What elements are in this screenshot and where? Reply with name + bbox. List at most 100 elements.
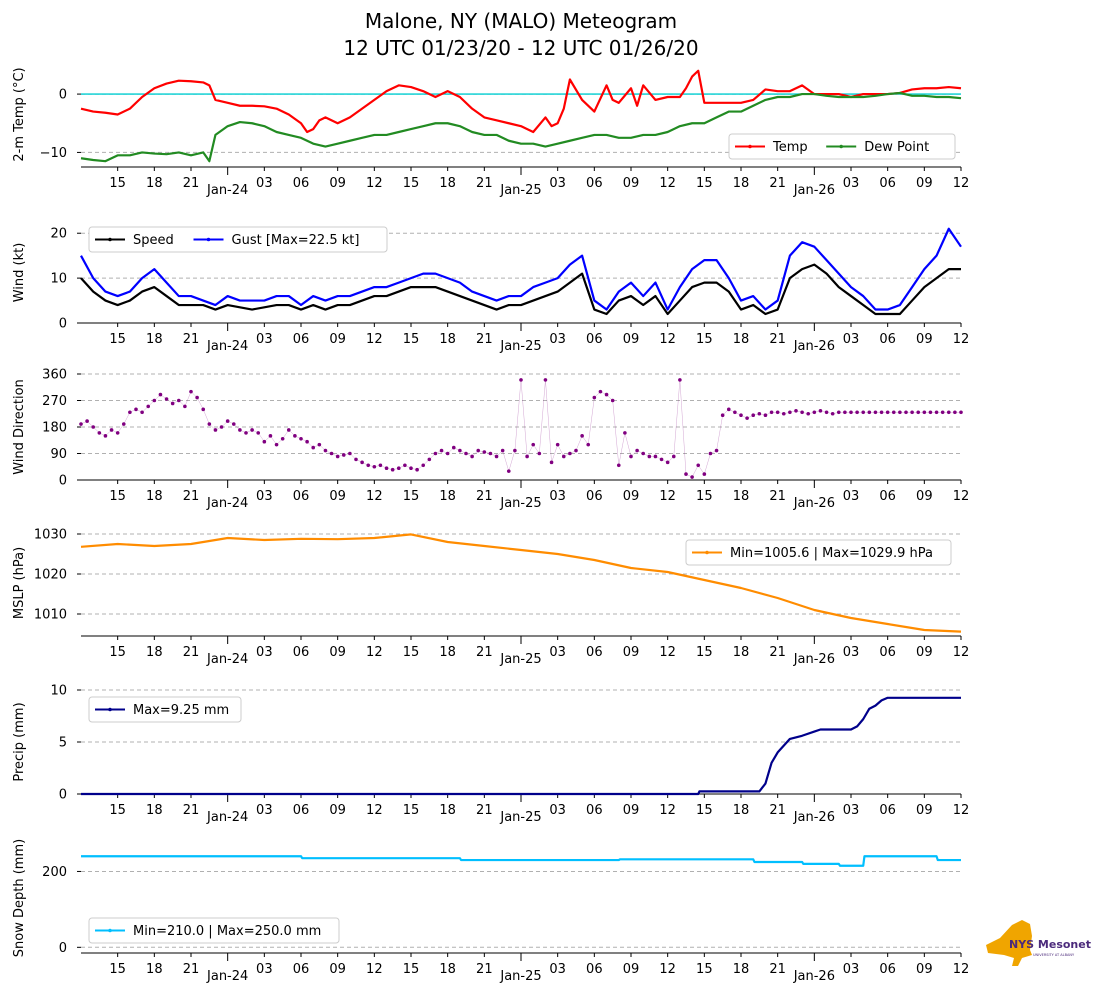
direction-point-127 [855, 410, 859, 415]
direction-x-tick-label-0: 15 [109, 489, 126, 504]
direction-point-41 [329, 451, 334, 456]
wind-x-tick-label-11: 06 [586, 332, 603, 347]
direction-point-34 [286, 428, 291, 432]
wind-day-label-1: Jan-25 [499, 339, 541, 354]
pressure-y-tick-label-0: 1010 [34, 608, 67, 623]
direction-point-47 [366, 463, 371, 468]
direction-point-99 [684, 472, 688, 476]
direction-point-17 [183, 404, 187, 409]
direction-point-53 [403, 463, 407, 468]
precip-x-tick-label-11: 06 [586, 803, 603, 818]
direction-point-87 [610, 398, 615, 403]
panel-pressure: 15 18 21 03 06 09 12 15 18 21 03 06 09 12 15 18 21 03 06 09… [12, 528, 969, 668]
direction-point-13 [158, 392, 163, 397]
precip-x-tick-label-20: 12 [953, 803, 970, 818]
pressure-x-tick-label-12: 09 [623, 645, 640, 660]
precip-y-axis-label: Precip (mm) [12, 702, 27, 781]
wind-x-tick-label-6: 12 [366, 332, 383, 347]
temp-x-tick-label-3: 03 [256, 176, 273, 191]
direction-point-15 [170, 401, 175, 406]
direction-point-10 [140, 410, 144, 415]
direction-point-25 [231, 422, 236, 426]
direction-day-label-2: Jan-26 [793, 496, 835, 511]
temp-x-tick-label-20: 12 [953, 176, 970, 191]
precip-x-tick-label-16: 21 [769, 803, 786, 818]
direction-point-91 [635, 448, 639, 453]
wind-legend: Speed Gust [Max=22.5 kt] [88, 226, 388, 253]
direction-point-78 [555, 442, 560, 447]
pressure-y-tick-label-2: 1030 [34, 528, 67, 543]
wind-x-tick-label-15: 18 [733, 332, 750, 347]
snow-x-tick-label-16: 21 [769, 962, 786, 977]
wind-x-tick-label-5: 09 [329, 332, 346, 347]
panel-snow: 15 18 21 03 06 09 12 15 18 21 03 06 09 12 15 18 21 03 06 09… [12, 839, 969, 984]
wind-y-tick-label-1: 10 [50, 272, 67, 287]
direction-point-37 [305, 439, 309, 444]
direction-point-19 [195, 395, 199, 400]
precip-x-tick-label-18: 06 [879, 803, 896, 818]
direction-point-106 [726, 407, 731, 412]
temp-x-tick-label-8: 18 [439, 176, 456, 191]
temp-x-tick-label-4: 06 [293, 176, 310, 191]
wind-x-tick-label-0: 15 [109, 332, 126, 347]
precip-x-tick-label-1: 18 [146, 803, 163, 818]
direction-point-98 [678, 378, 682, 382]
temp-x-tick-label-12: 09 [623, 176, 640, 191]
direction-point-118 [800, 410, 804, 415]
nys-mesonet-logo: NYS Mesonet UNIVERSITY AT ALBANY [986, 920, 1091, 966]
precip-x-tick-label-19: 09 [916, 803, 933, 818]
direction-point-97 [671, 454, 676, 459]
temp-x-tick-label-7: 15 [403, 176, 420, 191]
direction-point-60 [445, 451, 450, 456]
wind-x-tick-label-12: 09 [623, 332, 640, 347]
precip-legend-label-0: Max=9.25 mm [133, 703, 229, 718]
precip-day-label-0: Jan-24 [206, 810, 248, 825]
direction-point-49 [378, 463, 383, 468]
wind-series-0 [80, 263, 961, 316]
direction-point-59 [439, 448, 444, 453]
snow-x-tick-label-18: 06 [879, 962, 896, 977]
precip-x-tick-label-4: 06 [293, 803, 310, 818]
logo-text: NYS Mesonet [1009, 938, 1091, 951]
snow-x-tick-label-2: 21 [183, 962, 200, 977]
direction-point-143 [953, 410, 957, 415]
direction-point-14 [164, 397, 169, 401]
precip-legend-marker-0 [108, 707, 112, 712]
precip-x-tick-label-14: 15 [696, 803, 713, 818]
precip-series-0 [81, 696, 961, 796]
direction-point-46 [360, 460, 364, 465]
direction-point-85 [598, 389, 603, 394]
direction-x-tick-label-13: 12 [659, 489, 676, 504]
temp-day-label-0: Jan-24 [206, 183, 248, 198]
snow-x-tick-label-14: 15 [696, 962, 713, 977]
direction-point-27 [244, 431, 248, 435]
temp-legend-label-1: Dew Point [864, 140, 929, 155]
wind-series-1 [80, 227, 962, 311]
direction-point-129 [867, 410, 872, 415]
direction-y-tick-label-0: 0 [59, 474, 67, 489]
pressure-legend: Min=1005.6 | Max=1029.9 hPa [685, 539, 952, 566]
precip-legend-box [88, 696, 242, 723]
direction-point-70 [506, 469, 511, 473]
wind-legend-marker-1 [206, 237, 211, 242]
pressure-x-tick-label-15: 18 [733, 645, 750, 660]
direction-point-54 [409, 466, 413, 471]
wind-x-tick-label-10: 03 [549, 332, 566, 347]
pressure-y-tick-label-1: 1020 [34, 568, 67, 583]
precip-x-tick-label-9: 21 [476, 803, 493, 818]
wind-legend-label-1: Gust [Max=22.5 kt] [232, 233, 360, 248]
temp-x-tick-label-16: 21 [769, 176, 786, 191]
precip-y-tick-label-2: 10 [50, 684, 67, 699]
direction-point-67 [488, 451, 493, 456]
direction-x-tick-label-10: 03 [549, 489, 566, 504]
direction-point-69 [500, 448, 505, 453]
temp-x-tick-label-5: 09 [329, 176, 346, 191]
pressure-x-tick-label-6: 12 [366, 645, 383, 660]
direction-point-40 [323, 448, 328, 453]
temp-y-tick-label-1: −10 [40, 146, 67, 161]
pressure-x-tick-label-5: 09 [329, 645, 346, 660]
direction-x-tick-label-18: 06 [879, 489, 896, 504]
new-york-state-shape-icon [986, 920, 1032, 966]
direction-point-62 [458, 448, 462, 453]
